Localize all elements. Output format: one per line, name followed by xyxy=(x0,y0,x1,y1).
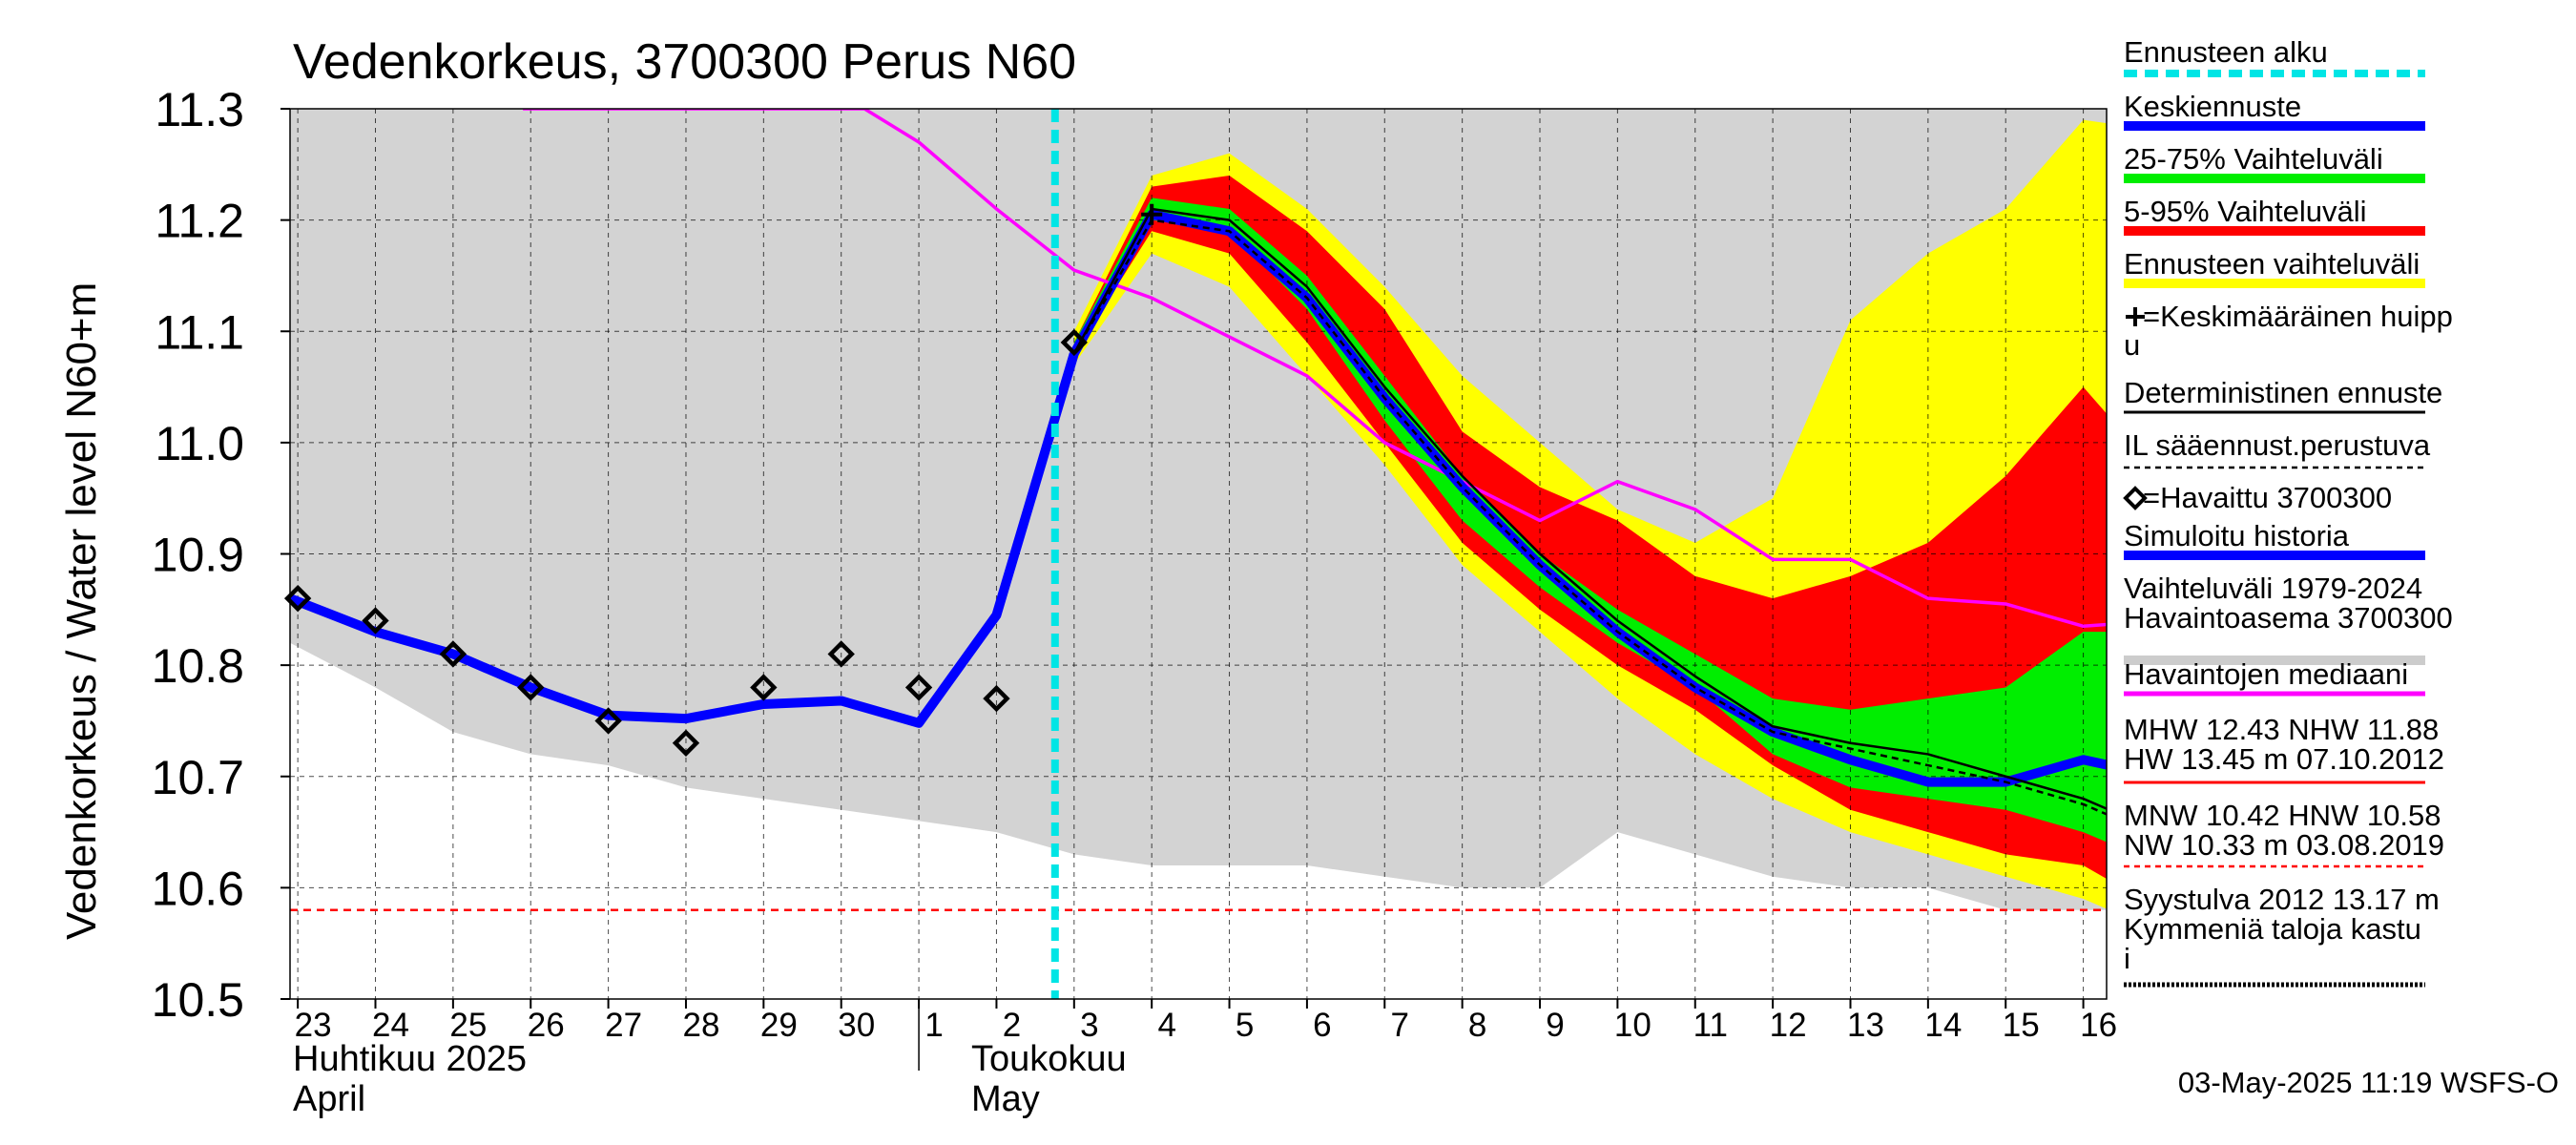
month-label-en-0: April xyxy=(293,1079,365,1119)
legend-label-1: Keskiennuste xyxy=(2124,90,2301,123)
legend-marker-5 xyxy=(2126,307,2145,326)
observed-point-2 xyxy=(439,640,467,668)
month-label-fi-0: Huhtikuu 2025 xyxy=(293,1039,527,1079)
legend-label-8: =Havaittu 3700300 xyxy=(2143,481,2392,514)
x-tick-label-21: 14 xyxy=(1924,1007,1962,1044)
x-tick-label-10: 3 xyxy=(1080,1007,1098,1044)
observed-point-8 xyxy=(904,674,933,701)
axes: 10.510.610.710.810.911.011.111.211.323 24… xyxy=(152,83,2117,1119)
y-tick-label-3: 10.8 xyxy=(152,639,244,693)
x-tick-label-11: 4 xyxy=(1157,1007,1175,1044)
x-tick-label-6: 29 xyxy=(760,1007,798,1044)
legend-label-6: Deterministinen ennuste xyxy=(2124,376,2442,409)
plot-content xyxy=(290,109,2107,999)
series-line-4 xyxy=(523,109,2107,629)
y-tick-label-8: 11.3 xyxy=(155,83,244,136)
x-tick-label-17: 10 xyxy=(1614,1007,1652,1044)
observed-point-1 xyxy=(362,607,389,635)
y-tick-label-7: 11.2 xyxy=(155,195,244,248)
observed-point-7 xyxy=(827,640,855,668)
mean-peak-marker xyxy=(1141,203,1163,225)
x-tick-label-14: 7 xyxy=(1391,1007,1409,1044)
forecast-band-1 xyxy=(1073,175,2107,880)
series-line-2 xyxy=(1072,207,2107,810)
legend-label-5: =Keskimääräinen huipp xyxy=(2143,300,2453,333)
legend-marker-8 xyxy=(2123,486,2148,510)
observed-point-3 xyxy=(517,674,545,701)
observed-point-10 xyxy=(1060,328,1088,357)
x-tick-label-7: 30 xyxy=(838,1007,875,1044)
x-tick-label-9: 2 xyxy=(1003,1007,1021,1044)
y-tick-label-0: 10.5 xyxy=(152,973,244,1027)
y-tick-label-2: 10.7 xyxy=(152,751,244,804)
x-tick-label-16: 9 xyxy=(1546,1007,1564,1044)
legend-label-3: 5-95% Vaihteluväli xyxy=(2124,195,2366,228)
x-tick-label-12: 5 xyxy=(1236,1007,1254,1044)
month-label-fi-1: Toukokuu xyxy=(971,1039,1127,1079)
legend-label-9: Simuloitu historia xyxy=(2124,519,2350,552)
x-tick-label-5: 28 xyxy=(683,1007,720,1044)
legend-label-12: MHW 12.43 NHW 11.88 xyxy=(2124,713,2439,746)
x-tick-label-13: 6 xyxy=(1313,1007,1331,1044)
legend-label3-14: i xyxy=(2124,942,2130,975)
timestamp: 03-May-2025 11:19 WSFS-O xyxy=(2178,1066,2559,1099)
x-tick-label-8: 1 xyxy=(924,1007,943,1044)
legend-label2-14: Kymmeniä taloja kastu xyxy=(2124,912,2421,946)
legend-label-7: IL sääennust.perustuva xyxy=(2124,428,2431,462)
observed-point-6 xyxy=(750,674,778,701)
y-axis-label: Vedenkorkeus / Water level N60+m xyxy=(58,282,105,940)
legend-label-4: Ennusteen vaihteluväli xyxy=(2124,247,2420,281)
legend-label-14: Syystulva 2012 13.17 m xyxy=(2124,883,2440,916)
y-tick-label-4: 10.9 xyxy=(152,529,244,582)
series-line-0 xyxy=(290,352,1079,728)
y-tick-label-6: 11.1 xyxy=(155,305,244,359)
x-tick-label-20: 13 xyxy=(1847,1007,1884,1044)
x-tick-label-3: 26 xyxy=(528,1007,565,1044)
observed-point-5 xyxy=(672,729,700,757)
legend-label2-13: NW 10.33 m 03.08.2019 xyxy=(2124,828,2444,862)
y-tick-label-5: 11.0 xyxy=(155,417,244,470)
series-line-3 xyxy=(1072,219,2107,816)
observed-point-4 xyxy=(594,707,622,735)
x-tick-label-15: 8 xyxy=(1468,1007,1486,1044)
legend-label-11: Havaintojen mediaani xyxy=(2124,657,2408,691)
legend: Ennusteen alku Keskiennuste 25-75% Vaihtel… xyxy=(2123,35,2453,988)
chart-title: Vedenkorkeus, 3700300 Perus N60 xyxy=(293,34,1076,90)
month-label-en-1: May xyxy=(971,1079,1040,1119)
x-tick-label-0: 23 xyxy=(295,1007,332,1044)
plot-area xyxy=(283,109,2107,999)
x-tick-label-19: 12 xyxy=(1770,1007,1807,1044)
legend-label2-5: u xyxy=(2124,328,2140,362)
legend-label2-12: HW 13.45 m 07.10.2012 xyxy=(2124,742,2444,776)
observed-point-0 xyxy=(283,584,312,613)
legend-label-2: 25-75% Vaihteluväli xyxy=(2124,142,2383,176)
y-tick-label-1: 10.6 xyxy=(152,862,244,915)
x-tick-label-22: 15 xyxy=(2003,1007,2040,1044)
x-tick-label-1: 24 xyxy=(372,1007,409,1044)
legend-label-13: MNW 10.42 HNW 10.58 xyxy=(2124,799,2441,832)
x-tick-label-18: 11 xyxy=(1693,1007,1728,1044)
observed-point-9 xyxy=(983,684,1010,713)
legend-label-0: Ennusteen alku xyxy=(2124,35,2328,69)
x-tick-label-2: 25 xyxy=(449,1007,487,1044)
x-tick-label-23: 16 xyxy=(2080,1007,2117,1044)
legend-label2-10: Havaintoasema 3700300 xyxy=(2124,601,2453,635)
legend-label-10: Vaihteluväli 1979-2024 xyxy=(2124,572,2422,605)
x-tick-label-4: 27 xyxy=(605,1007,642,1044)
